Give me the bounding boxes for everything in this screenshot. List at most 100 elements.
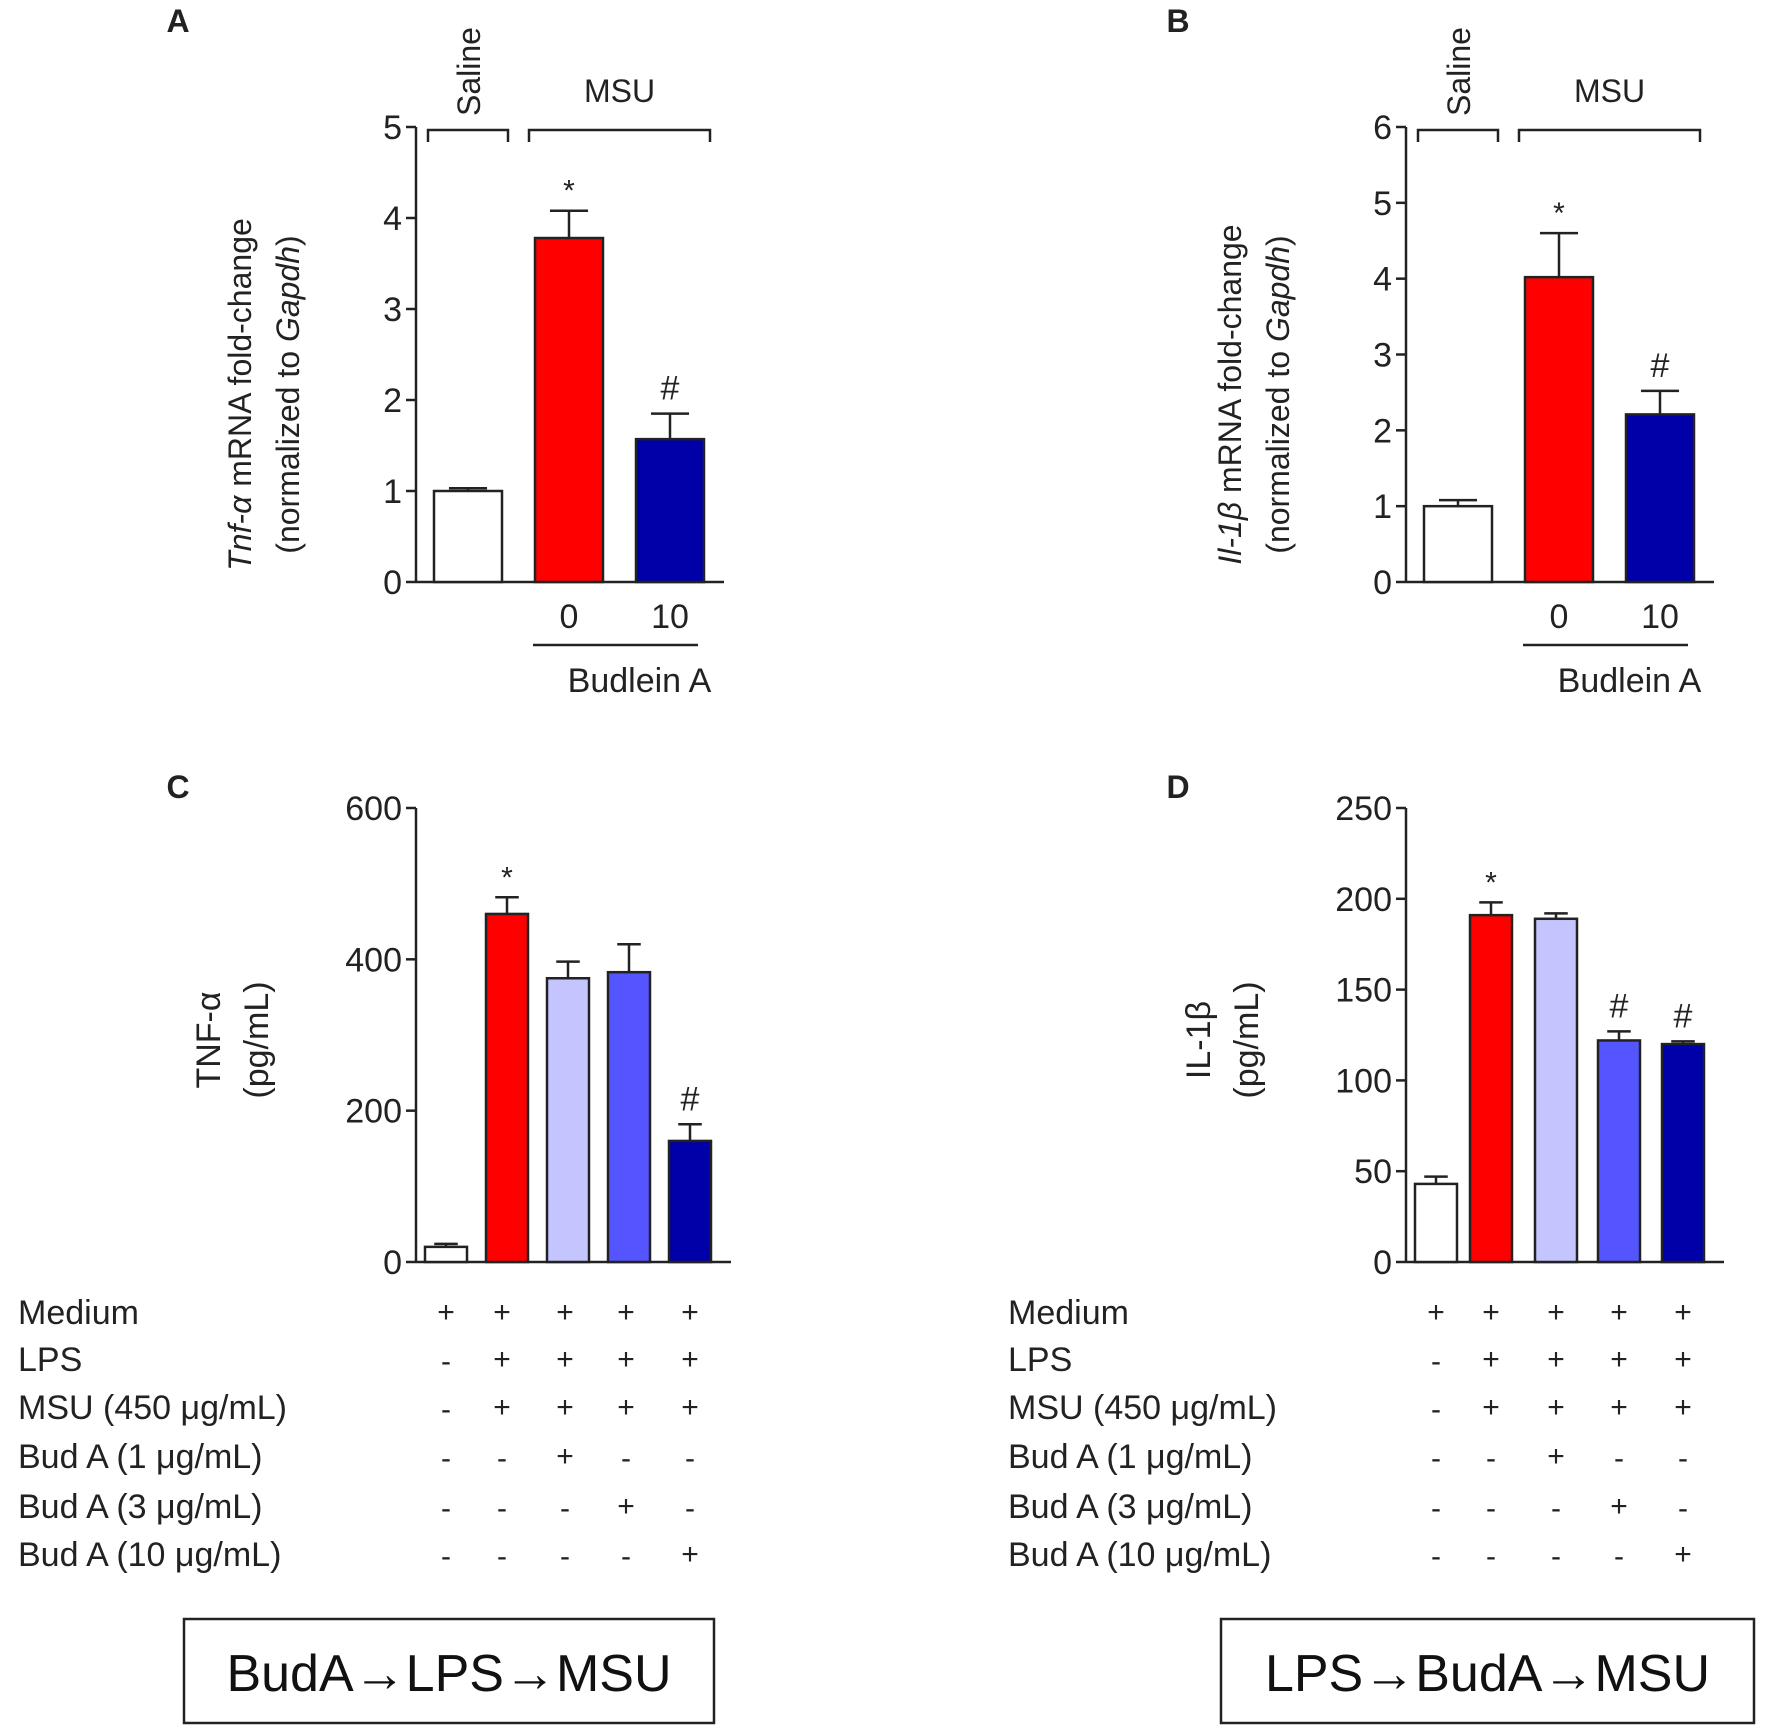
sign-plus: + <box>493 1391 511 1424</box>
y-axis-label-line1: Il-1β mRNA fold-change <box>1212 224 1248 564</box>
sign-minus: - <box>441 1393 451 1426</box>
panel-c: C 0 200 400 600 * # TNF-α (pg/mL) Medium + + + + + LPS -… <box>18 769 731 1725</box>
y-axis-label-line1: Tnf-α mRNA fold-change <box>222 218 258 571</box>
sign-plus: + <box>681 1391 699 1424</box>
sign-minus: - <box>441 1540 451 1573</box>
sign-plus: + <box>1674 1538 1692 1571</box>
treatment-label: Budlein A <box>1558 662 1702 700</box>
sign-minus: - <box>1551 1540 1561 1573</box>
bar <box>1660 1042 1706 1264</box>
treatment-row-label: Bud A (10 μg/mL) <box>18 1536 281 1574</box>
sign-minus: - <box>1431 1442 1441 1475</box>
sequence-arrow: → <box>354 1645 406 1703</box>
dose-label: 10 <box>1641 598 1679 636</box>
sign-minus: - <box>1486 1492 1496 1525</box>
treatment-row-label: LPS <box>1008 1341 1072 1379</box>
sequence-text-group: LPS→BudA→MSU <box>1265 1645 1710 1703</box>
group-label: MSU <box>1574 73 1645 109</box>
y-tick-label: 3 <box>383 291 402 329</box>
bar <box>1596 1039 1642 1264</box>
y-tick-label: 1 <box>1373 488 1392 526</box>
sign-plus: + <box>556 1391 574 1424</box>
sign-minus: - <box>685 1442 695 1475</box>
y-axis-label-italic: Tnf-α <box>222 495 258 571</box>
y-axis-label-line2: (pg/mL) <box>238 981 276 1098</box>
treatment-row-label: Bud A (3 μg/mL) <box>18 1488 263 1526</box>
bar <box>634 437 706 584</box>
sign-minus: - <box>1551 1492 1561 1525</box>
panel-letter: B <box>1166 3 1189 39</box>
sign-minus: - <box>441 1442 451 1475</box>
sign-minus: - <box>1486 1540 1496 1573</box>
significance-hash: # <box>1674 997 1693 1035</box>
y-tick-label: 0 <box>1373 564 1392 602</box>
sign-plus: + <box>1482 1296 1500 1329</box>
bar <box>1624 413 1696 584</box>
sequence-step: LPS <box>1265 1645 1363 1703</box>
y-tick-label: 2 <box>383 382 402 420</box>
sign-plus: + <box>1610 1343 1628 1376</box>
bar <box>533 236 605 584</box>
sign-minus: - <box>1678 1442 1688 1475</box>
sign-minus: - <box>1431 1540 1441 1573</box>
y-tick-label: 1 <box>383 473 402 511</box>
sequence-box <box>182 1617 716 1725</box>
sign-plus: + <box>1547 1343 1565 1376</box>
y-axis-label-suffix: ) <box>1260 235 1296 246</box>
significance-hash: # <box>1651 347 1670 385</box>
sign-plus: + <box>556 1440 574 1473</box>
sign-plus: + <box>1547 1391 1565 1424</box>
sign-minus: - <box>497 1540 507 1573</box>
bar <box>606 970 652 1264</box>
group-bracket <box>1416 128 1500 142</box>
y-axis-label-gene: Gapdh <box>1260 246 1296 342</box>
y-tick-label: 0 <box>1373 1244 1392 1282</box>
group-label-rotated: Saline <box>451 27 487 116</box>
y-axis-label-suffix: ) <box>270 235 306 246</box>
treatment-row-label: Bud A (10 μg/mL) <box>1008 1536 1271 1574</box>
treatment-row-label: Medium <box>18 1294 139 1332</box>
y-axis-label-prefix: (normalized to <box>1260 342 1296 554</box>
treatment-row-label: Medium <box>1008 1294 1129 1332</box>
panel-letter: D <box>1166 769 1189 805</box>
sign-minus: - <box>1486 1442 1496 1475</box>
sequence-arrow: → <box>504 1645 556 1703</box>
y-tick-label: 5 <box>1373 185 1392 223</box>
y-tick-label: 150 <box>1335 972 1392 1010</box>
bar <box>1422 504 1494 584</box>
y-tick-label: 250 <box>1335 790 1392 828</box>
y-tick-label: 4 <box>1373 261 1392 299</box>
sign-minus: - <box>497 1442 507 1475</box>
sign-plus: + <box>617 1296 635 1329</box>
significance-hash: # <box>1610 987 1629 1025</box>
bar <box>1413 1182 1459 1264</box>
panel-a: A 0 1 2 3 4 5 * # Tnf-α mRNA fold-change (normaliz… <box>166 3 724 700</box>
group-label: MSU <box>584 73 655 109</box>
significance-star: * <box>563 175 575 208</box>
sequence-text: LPS→BudA→MSU <box>1265 1645 1710 1703</box>
bar <box>423 1245 469 1264</box>
y-axis-label-line2: (normalized to Gapdh) <box>270 235 306 553</box>
group-label-rotated: Saline <box>1441 27 1477 116</box>
y-axis-label-text: mRNA fold-change <box>222 218 258 495</box>
dose-label: 0 <box>1550 598 1569 636</box>
sign-plus: + <box>1610 1391 1628 1424</box>
sign-minus: - <box>560 1540 570 1573</box>
sequence-step: BudA <box>1415 1645 1543 1703</box>
y-axis-label-prefix: (normalized to <box>270 342 306 554</box>
y-tick-label: 100 <box>1335 1062 1392 1100</box>
sign-minus: - <box>441 1492 451 1525</box>
sign-minus: - <box>1614 1540 1624 1573</box>
sign-minus: - <box>1431 1492 1441 1525</box>
sign-plus: + <box>437 1296 455 1329</box>
treatment-row-label: Bud A (1 μg/mL) <box>18 1438 263 1476</box>
group-bracket <box>426 128 510 142</box>
treatment-label: Budlein A <box>568 662 712 700</box>
y-tick-label: 5 <box>383 109 402 147</box>
significance-star: * <box>501 861 513 894</box>
sequence-text: BudA→LPS→MSU <box>226 1645 671 1703</box>
sign-minus: - <box>1678 1492 1688 1525</box>
panel-b: B 0 1 2 3 4 5 6 * # Il-1β mRNA fold-change (normali… <box>1166 3 1714 700</box>
y-axis-label-line1: IL-1β <box>1180 1001 1218 1079</box>
